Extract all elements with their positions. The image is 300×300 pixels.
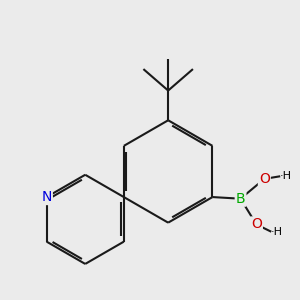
- Text: N: N: [41, 190, 52, 204]
- Text: O: O: [251, 218, 262, 232]
- Text: ·H: ·H: [280, 171, 292, 181]
- Text: B: B: [236, 192, 245, 206]
- Text: ·H: ·H: [271, 227, 283, 237]
- Text: O: O: [259, 172, 270, 186]
